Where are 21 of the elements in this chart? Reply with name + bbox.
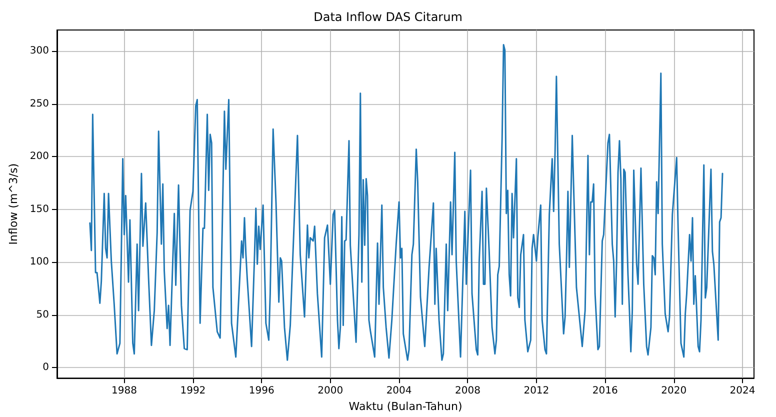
y-tick-label: 200 (30, 151, 49, 162)
x-tick-label: 2012 (524, 386, 550, 397)
x-tick-label: 1992 (180, 386, 206, 397)
y-tick-label: 100 (30, 256, 49, 268)
x-tick-label: 1996 (248, 386, 274, 397)
x-tick-label: 2004 (386, 386, 412, 397)
y-tick-label: 300 (30, 46, 49, 57)
x-tick-label: 2000 (318, 386, 344, 397)
x-tick-label: 2008 (455, 386, 480, 397)
y-tick-label: 250 (30, 98, 49, 110)
y-tick-label: 0 (42, 362, 49, 374)
y-axis-title: Inflow (m^3/s) (7, 163, 20, 245)
y-tick-label: 50 (36, 309, 49, 320)
line-series (89, 44, 724, 361)
x-tick-label: 2024 (730, 386, 756, 397)
y-tick-label: 150 (30, 204, 49, 215)
x-tick-label: 2020 (661, 386, 687, 397)
chart-title: Data Inflow DAS Citarum (314, 10, 462, 24)
x-tick-label: 1988 (112, 386, 137, 397)
x-axis-title: Waktu (Bulan-Tahun) (348, 400, 462, 413)
x-tick-label: 2016 (592, 386, 618, 397)
